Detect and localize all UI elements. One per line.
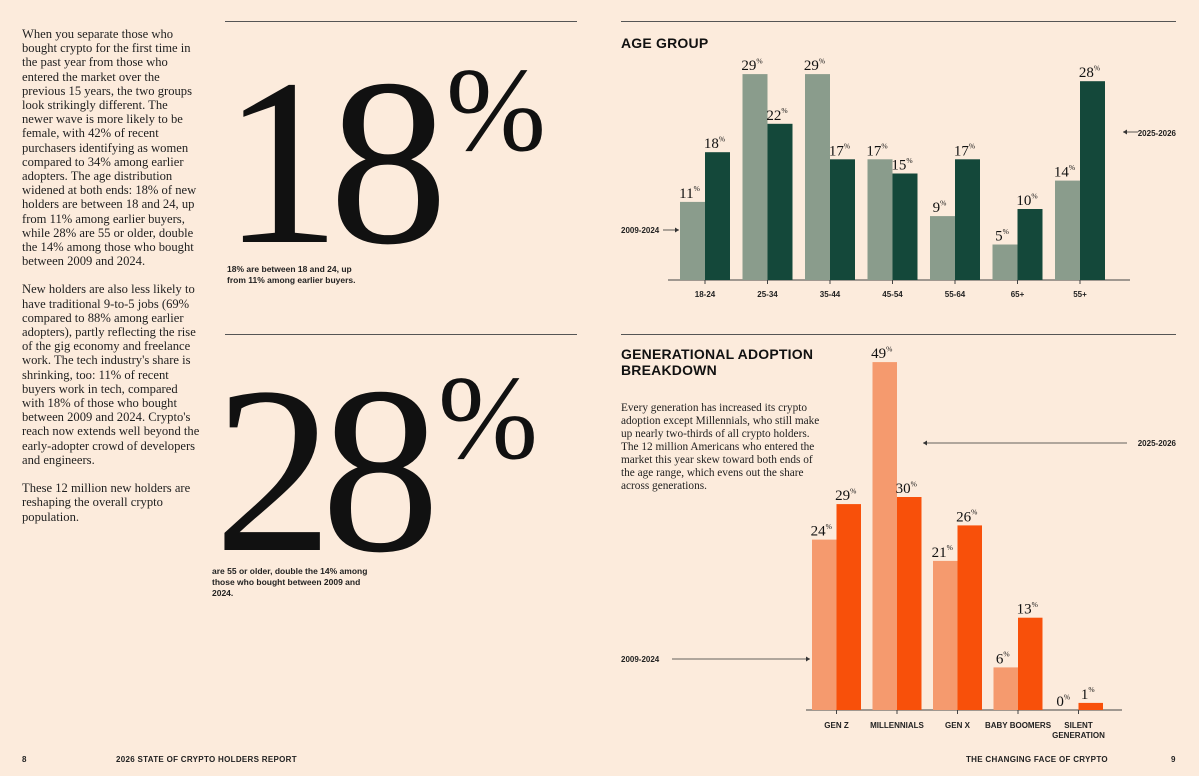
- age-chart-bar-25-34-2009-2024: [742, 74, 768, 280]
- gen-chart-bar-baby-boomers-2009-2024: [993, 667, 1018, 710]
- age-chart-legend-arrowhead-2025-2026: [1123, 129, 1127, 135]
- age-chart-value-label-65-2009-2024: 5%: [995, 227, 1009, 245]
- age-chart-bar-55-2009-2024: [1055, 180, 1080, 280]
- paragraph-1: When you separate those who bought crypt…: [22, 27, 197, 269]
- age-chart-category-label-45-54: 45-54: [882, 290, 903, 299]
- gen-chart-bar-gen-x-2009-2024: [933, 560, 958, 710]
- gen-chart-value-label-gen-x-2025-2026: 26%: [956, 508, 977, 526]
- gen-chart-value-label-gen-z-2025-2026: 29%: [835, 486, 856, 504]
- age-chart-value-label-55-64-2025-2026: 17%: [954, 142, 975, 160]
- top-rule-left: [225, 21, 577, 22]
- gen-chart-value-label-gen-z-2009-2024: 24%: [811, 522, 832, 540]
- stat-18-percent: 18%: [222, 44, 546, 282]
- page-number-left: 8: [22, 755, 27, 764]
- age-chart-bar-45-54-2025-2026: [892, 173, 918, 280]
- gen-chart-bar-millennials-2009-2024: [872, 362, 897, 710]
- age-chart-category-label-55: 55+: [1073, 290, 1087, 299]
- stat-18-caption: 18% are between 18 and 24, up from 11% a…: [227, 264, 356, 285]
- gen-chart-category-label-gen-x: GEN X: [945, 721, 971, 730]
- age-chart-value-label-45-54-2009-2024: 17%: [866, 142, 887, 160]
- gen-chart-value-label-baby-boomers-2025-2026: 13%: [1017, 600, 1038, 618]
- gen-chart-category-label-gen-z: GEN Z: [824, 721, 849, 730]
- gen-chart-bar-gen-x-2025-2026: [957, 525, 982, 710]
- gen-chart-category-label-silent-generation-line1: SILENT: [1064, 721, 1093, 730]
- age-chart-category-label-18-24: 18-24: [695, 290, 716, 299]
- stat-18-value: 18: [222, 31, 448, 294]
- footer-left-title: 2026 STATE OF CRYPTO HOLDERS REPORT: [116, 755, 297, 764]
- age-chart-value-label-55-64-2009-2024: 9%: [933, 198, 947, 216]
- generational-title-line1: GENERATIONAL ADOPTION: [621, 346, 814, 362]
- age-chart-bar-45-54-2009-2024: [867, 159, 893, 280]
- gen-chart-legend-label-2009-2024: 2009-2024: [621, 655, 660, 664]
- gen-chart-bar-baby-boomers-2025-2026: [1018, 617, 1043, 710]
- gen-chart-value-label-silent-generation-2009-2024: 0%: [1056, 692, 1070, 710]
- age-chart-bar-55-64-2009-2024: [930, 216, 955, 280]
- gen-chart-legend-arrowhead-2025-2026: [923, 440, 927, 446]
- gen-chart-value-label-gen-x-2009-2024: 21%: [932, 543, 953, 561]
- gen-chart-legend-arrowhead-2009-2024: [806, 656, 810, 662]
- paragraph-3: These 12 million new holders are reshapi…: [22, 481, 191, 524]
- gen-chart-bar-gen-z-2009-2024: [812, 539, 837, 710]
- age-chart-category-label-35-44: 35-44: [820, 290, 841, 299]
- stat-28-percent: 28%: [214, 352, 538, 590]
- middle-rule-right: [621, 334, 1176, 335]
- gen-chart-value-label-silent-generation-2025-2026: 1%: [1081, 685, 1095, 703]
- age-chart-bar-65-2025-2026: [1017, 209, 1043, 280]
- age-chart-bar-25-34-2025-2026: [767, 123, 793, 280]
- body-copy: When you separate those who bought crypt…: [22, 27, 200, 538]
- age-chart-value-label-18-24-2009-2024: 11%: [679, 184, 700, 202]
- age-chart-bar-55-2025-2026: [1080, 81, 1105, 280]
- age-chart-bar-55-64-2025-2026: [955, 159, 980, 280]
- gen-chart-category-label-baby-boomers: BABY BOOMERS: [985, 721, 1052, 730]
- gen-chart-category-label-millennials: MILLENNIALS: [870, 721, 924, 730]
- age-chart-category-label-25-34: 25-34: [757, 290, 778, 299]
- age-chart-category-label-65: 65+: [1011, 290, 1025, 299]
- gen-chart-bar-silent-generation-2025-2026: [1078, 702, 1103, 710]
- gen-chart-category-label-silent-generation-line2: GENERATION: [1052, 731, 1105, 740]
- age-chart-value-label-18-24-2025-2026: 18%: [704, 134, 725, 152]
- gen-chart-value-label-baby-boomers-2009-2024: 6%: [996, 650, 1010, 668]
- age-chart-bar-18-24-2009-2024: [680, 201, 705, 280]
- gen-chart-bar-millennials-2025-2026: [897, 497, 922, 710]
- age-chart-value-label-35-44-2025-2026: 17%: [829, 142, 850, 160]
- generational-title: GENERATIONAL ADOPTION BREAKDOWN: [621, 346, 813, 378]
- gen-chart-value-label-millennials-2009-2024: 49%: [871, 344, 892, 362]
- middle-rule-left: [225, 334, 577, 335]
- age-chart-value-label-25-34-2025-2026: 22%: [766, 106, 787, 124]
- age-chart-value-label-25-34-2009-2024: 29%: [741, 56, 762, 74]
- gen-chart-legend-label-2025-2026: 2025-2026: [1138, 439, 1177, 448]
- stat-28-value: 28: [214, 339, 440, 602]
- age-chart-bar-18-24-2025-2026: [705, 152, 730, 280]
- age-chart-legend-label-2009-2024: 2009-2024: [621, 226, 660, 235]
- page-number-right: 9: [1171, 755, 1176, 764]
- gen-chart-value-label-millennials-2025-2026: 30%: [896, 479, 917, 497]
- age-chart-bar-35-44-2009-2024: [805, 74, 830, 280]
- age-chart-legend-label-2025-2026: 2025-2026: [1138, 129, 1177, 138]
- age-group-title: AGE GROUP: [621, 35, 709, 51]
- age-chart-value-label-35-44-2009-2024: 29%: [804, 56, 825, 74]
- age-chart-value-label-45-54-2025-2026: 15%: [891, 156, 912, 174]
- stat-18-suffix: %: [446, 43, 546, 176]
- age-chart-value-label-55-2009-2024: 14%: [1054, 163, 1075, 181]
- stat-28-caption: are 55 or older, double the 14% among th…: [212, 566, 368, 598]
- age-chart-bar-35-44-2025-2026: [830, 159, 855, 280]
- top-rule-right: [621, 21, 1176, 22]
- age-chart-legend-arrowhead-2009-2024: [675, 227, 679, 233]
- age-chart-value-label-55-2025-2026: 28%: [1079, 63, 1100, 81]
- age-chart-value-label-65-2025-2026: 10%: [1016, 191, 1037, 209]
- stat-28-suffix: %: [438, 351, 538, 484]
- gen-chart-bar-gen-z-2025-2026: [836, 504, 861, 710]
- age-chart-category-label-55-64: 55-64: [945, 290, 966, 299]
- paragraph-2: New holders are also less likely to have…: [22, 282, 200, 467]
- footer-right-title: THE CHANGING FACE OF CRYPTO: [966, 755, 1108, 764]
- age-chart-bar-65-2009-2024: [992, 244, 1018, 280]
- generational-description: Every generation has increased its crypt…: [621, 402, 820, 492]
- generational-title-line2: BREAKDOWN: [621, 362, 717, 378]
